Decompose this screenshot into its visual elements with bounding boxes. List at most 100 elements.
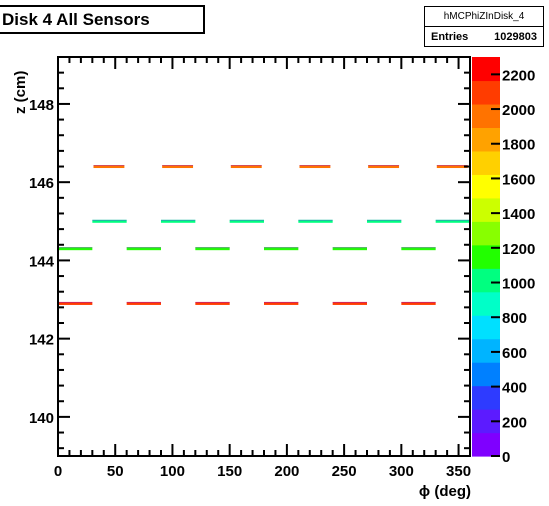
band-3-segment-4 [332,301,367,305]
colorbar-cell-9 [472,221,500,246]
colorbar-cell-12 [472,150,500,175]
colorbar-cell-4 [472,338,500,363]
x-tick-label-0: 0 [54,463,62,480]
band-1-segment-0-edge [92,219,127,221]
band-2-segment-4-edge [332,247,367,249]
band-3-segment-5-edge [401,301,436,303]
entries-row: Entries 1029803 [425,27,543,47]
band-1-segment-5 [435,219,470,223]
colorbar-cell-13 [472,127,500,152]
x-tick-label-250: 250 [332,463,357,480]
band-2-segment-1 [126,247,161,251]
entries-label: Entries [431,31,469,43]
colorbar-label-2200: 2200 [502,67,535,84]
colorbar-label-1200: 1200 [502,241,535,258]
plot-frame [57,56,471,457]
colorbar-cell-7 [472,268,500,293]
band-3-segment-3-edge [264,301,299,303]
band-1-segment-4 [367,219,402,223]
colorbar-cell-5 [472,315,500,340]
band-3-segment-0 [58,301,93,305]
x-tick-label-150: 150 [217,463,242,480]
colorbar-label-800: 800 [502,310,527,327]
colorbar-cell-0 [472,432,500,457]
band-2-segment-2-edge [195,247,230,249]
band-2-segment-0 [58,247,93,251]
colorbar-label-200: 200 [502,414,527,431]
band-1-segment-4-edge [367,219,402,221]
band-3-segment-1 [126,301,161,305]
colorbar-label-2000: 2000 [502,102,535,119]
band-0-segment-0 [93,165,125,169]
band-0-segment-4-edge [368,165,400,167]
band-2-segment-4 [332,247,367,251]
band-0-segment-3-edge [299,165,331,167]
band-0-segment-1-edge [162,165,194,167]
band-0-segment-5 [436,165,468,169]
colorbar-cell-10 [472,197,500,222]
stats-box: hMCPhiZInDisk_4 Entries 1029803 [424,6,544,47]
colorbar-label-600: 600 [502,345,527,362]
band-3-segment-0-edge [58,301,93,303]
y-axis-title: z (cm) [12,71,29,114]
band-0-segment-0-edge [93,165,125,167]
colorbar-cell-6 [472,291,500,316]
band-2-segment-0-edge [58,247,93,249]
band-3-segment-2-edge [195,301,230,303]
x-axis-title: ϕ (deg) [419,483,471,500]
band-2-segment-3 [264,247,299,251]
y-tick-label-146: 146 [29,175,54,192]
band-1-segment-2 [229,219,264,223]
colorbar-label-1600: 1600 [502,171,535,188]
band-1-segment-2-edge [229,219,264,221]
plot-border [57,56,471,457]
axis-ticks: 0 50 100 150 200 250 300 350 140 142 144 146 148 [29,57,471,480]
band-1-segment-5-edge [435,219,470,221]
y-tick-label-142: 142 [29,332,54,349]
colorbar-label-1400: 1400 [502,206,535,223]
band-2-segment-5 [401,247,436,251]
band-0-segment-4 [368,165,400,169]
band-0-segment-2 [230,165,262,169]
band-2-segment-5-edge [401,247,436,249]
x-tick-label-350: 350 [446,463,471,480]
band-0-segment-5-edge [436,165,468,167]
color-scale: 0 200 400 600 800 1000 1200 1400 1600 1800 2000 220… [472,57,535,466]
band-3-segment-1-edge [126,301,161,303]
colorbar-cell-16 [472,57,500,82]
band-3-segment-4-edge [332,301,367,303]
y-tick-label-140: 140 [29,410,54,427]
colorbar-cell-2 [472,385,500,410]
band-0-segment-2-edge [230,165,262,167]
band-2-segment-2 [195,247,230,251]
x-tick-label-300: 300 [389,463,414,480]
x-tick-label-50: 50 [107,463,124,480]
band-3-segment-2 [195,301,230,305]
colorbar-label-400: 400 [502,380,527,397]
band-1-segment-1 [161,219,196,223]
entries-value: 1029803 [494,31,537,43]
colorbar-cell-15 [472,80,500,105]
band-0-segment-1 [162,165,194,169]
band-2-segment-1-edge [126,247,161,249]
colorbar-label-1000: 1000 [502,276,535,293]
band-1-segment-0 [92,219,127,223]
histogram-name: hMCPhiZInDisk_4 [425,7,543,27]
band-3-segment-3 [264,301,299,305]
colorbar-label-1800: 1800 [502,137,535,154]
colorbar-label-0: 0 [502,449,510,466]
data-bands [58,165,470,305]
colorbar-cell-14 [472,103,500,129]
y-tick-label-144: 144 [29,253,55,270]
band-1-segment-3-edge [298,219,333,221]
band-0-segment-3 [299,165,331,169]
band-1-segment-1-edge [161,219,196,221]
chart-title: Disk 4 All Sensors [0,5,205,34]
x-tick-label-200: 200 [274,463,299,480]
band-1-segment-3 [298,219,333,223]
x-tick-label-100: 100 [160,463,185,480]
band-3-segment-5 [401,301,436,305]
y-tick-label-148: 148 [29,97,54,114]
